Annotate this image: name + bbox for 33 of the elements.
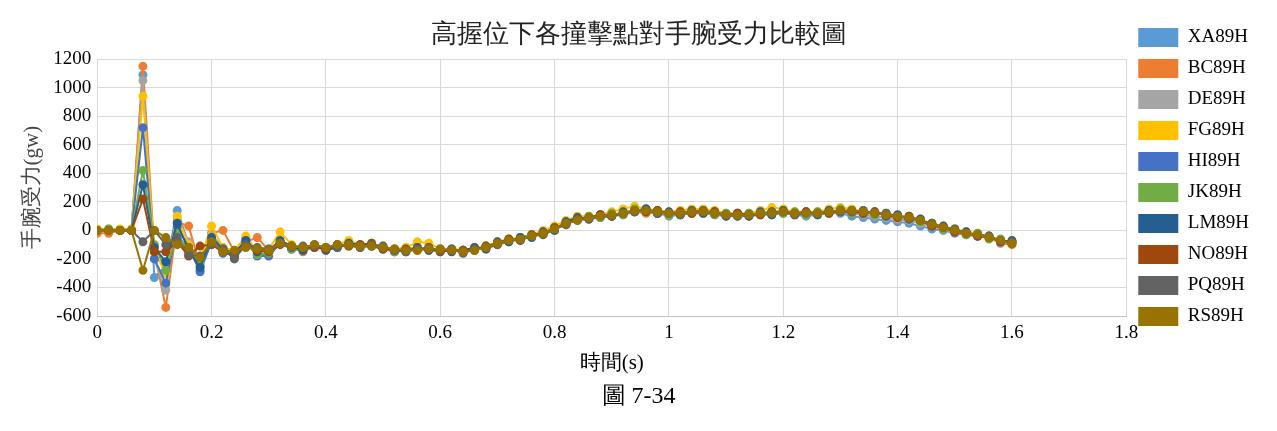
- legend-label: XA89H: [1187, 25, 1249, 47]
- y-axis-title: 手腕受力(gw): [19, 125, 44, 250]
- x-tick-label: 1.2: [771, 321, 796, 343]
- y-tick-label: 1200: [53, 47, 92, 69]
- x-tick-label: 1.8: [1114, 321, 1139, 343]
- y-tick-label: 800: [62, 104, 92, 126]
- legend-label: FG89H: [1187, 118, 1246, 140]
- legend-label: RS89H: [1187, 304, 1245, 326]
- legend-label: HI89H: [1187, 149, 1241, 171]
- chart-title: 高握位下各撞擊點對手腕受力比較圖: [430, 19, 847, 49]
- x-tick-label: 0.8: [542, 321, 567, 343]
- y-tick-label: 600: [62, 132, 92, 154]
- legend-label: LM89H: [1187, 211, 1250, 233]
- x-tick-label: 1.6: [1000, 321, 1024, 343]
- legend-label: JK89H: [1187, 180, 1242, 202]
- x-tick-label: 0.2: [199, 321, 224, 343]
- y-tick-label: 0: [81, 218, 92, 240]
- x-tick-label: 0.6: [428, 321, 453, 343]
- y-tick-label: 200: [62, 189, 92, 211]
- x-axis-title: 時間(s): [579, 349, 644, 374]
- legend-label: NO89H: [1187, 242, 1249, 264]
- x-tick-label: 1.4: [885, 321, 910, 343]
- caption: 圖 7-34: [600, 381, 677, 410]
- y-tick-label: 1000: [53, 75, 92, 97]
- y-tick-label: -400: [56, 275, 92, 297]
- legend-label: PQ89H: [1187, 273, 1246, 295]
- x-tick-label: 0.4: [314, 321, 339, 343]
- x-tick-label: 1: [664, 321, 674, 343]
- y-tick-label: -200: [56, 246, 92, 268]
- y-tick-label: -600: [56, 303, 92, 325]
- y-tick-label: 400: [62, 161, 92, 183]
- legend-label: BC89H: [1187, 56, 1247, 78]
- legend-label: DE89H: [1187, 87, 1247, 109]
